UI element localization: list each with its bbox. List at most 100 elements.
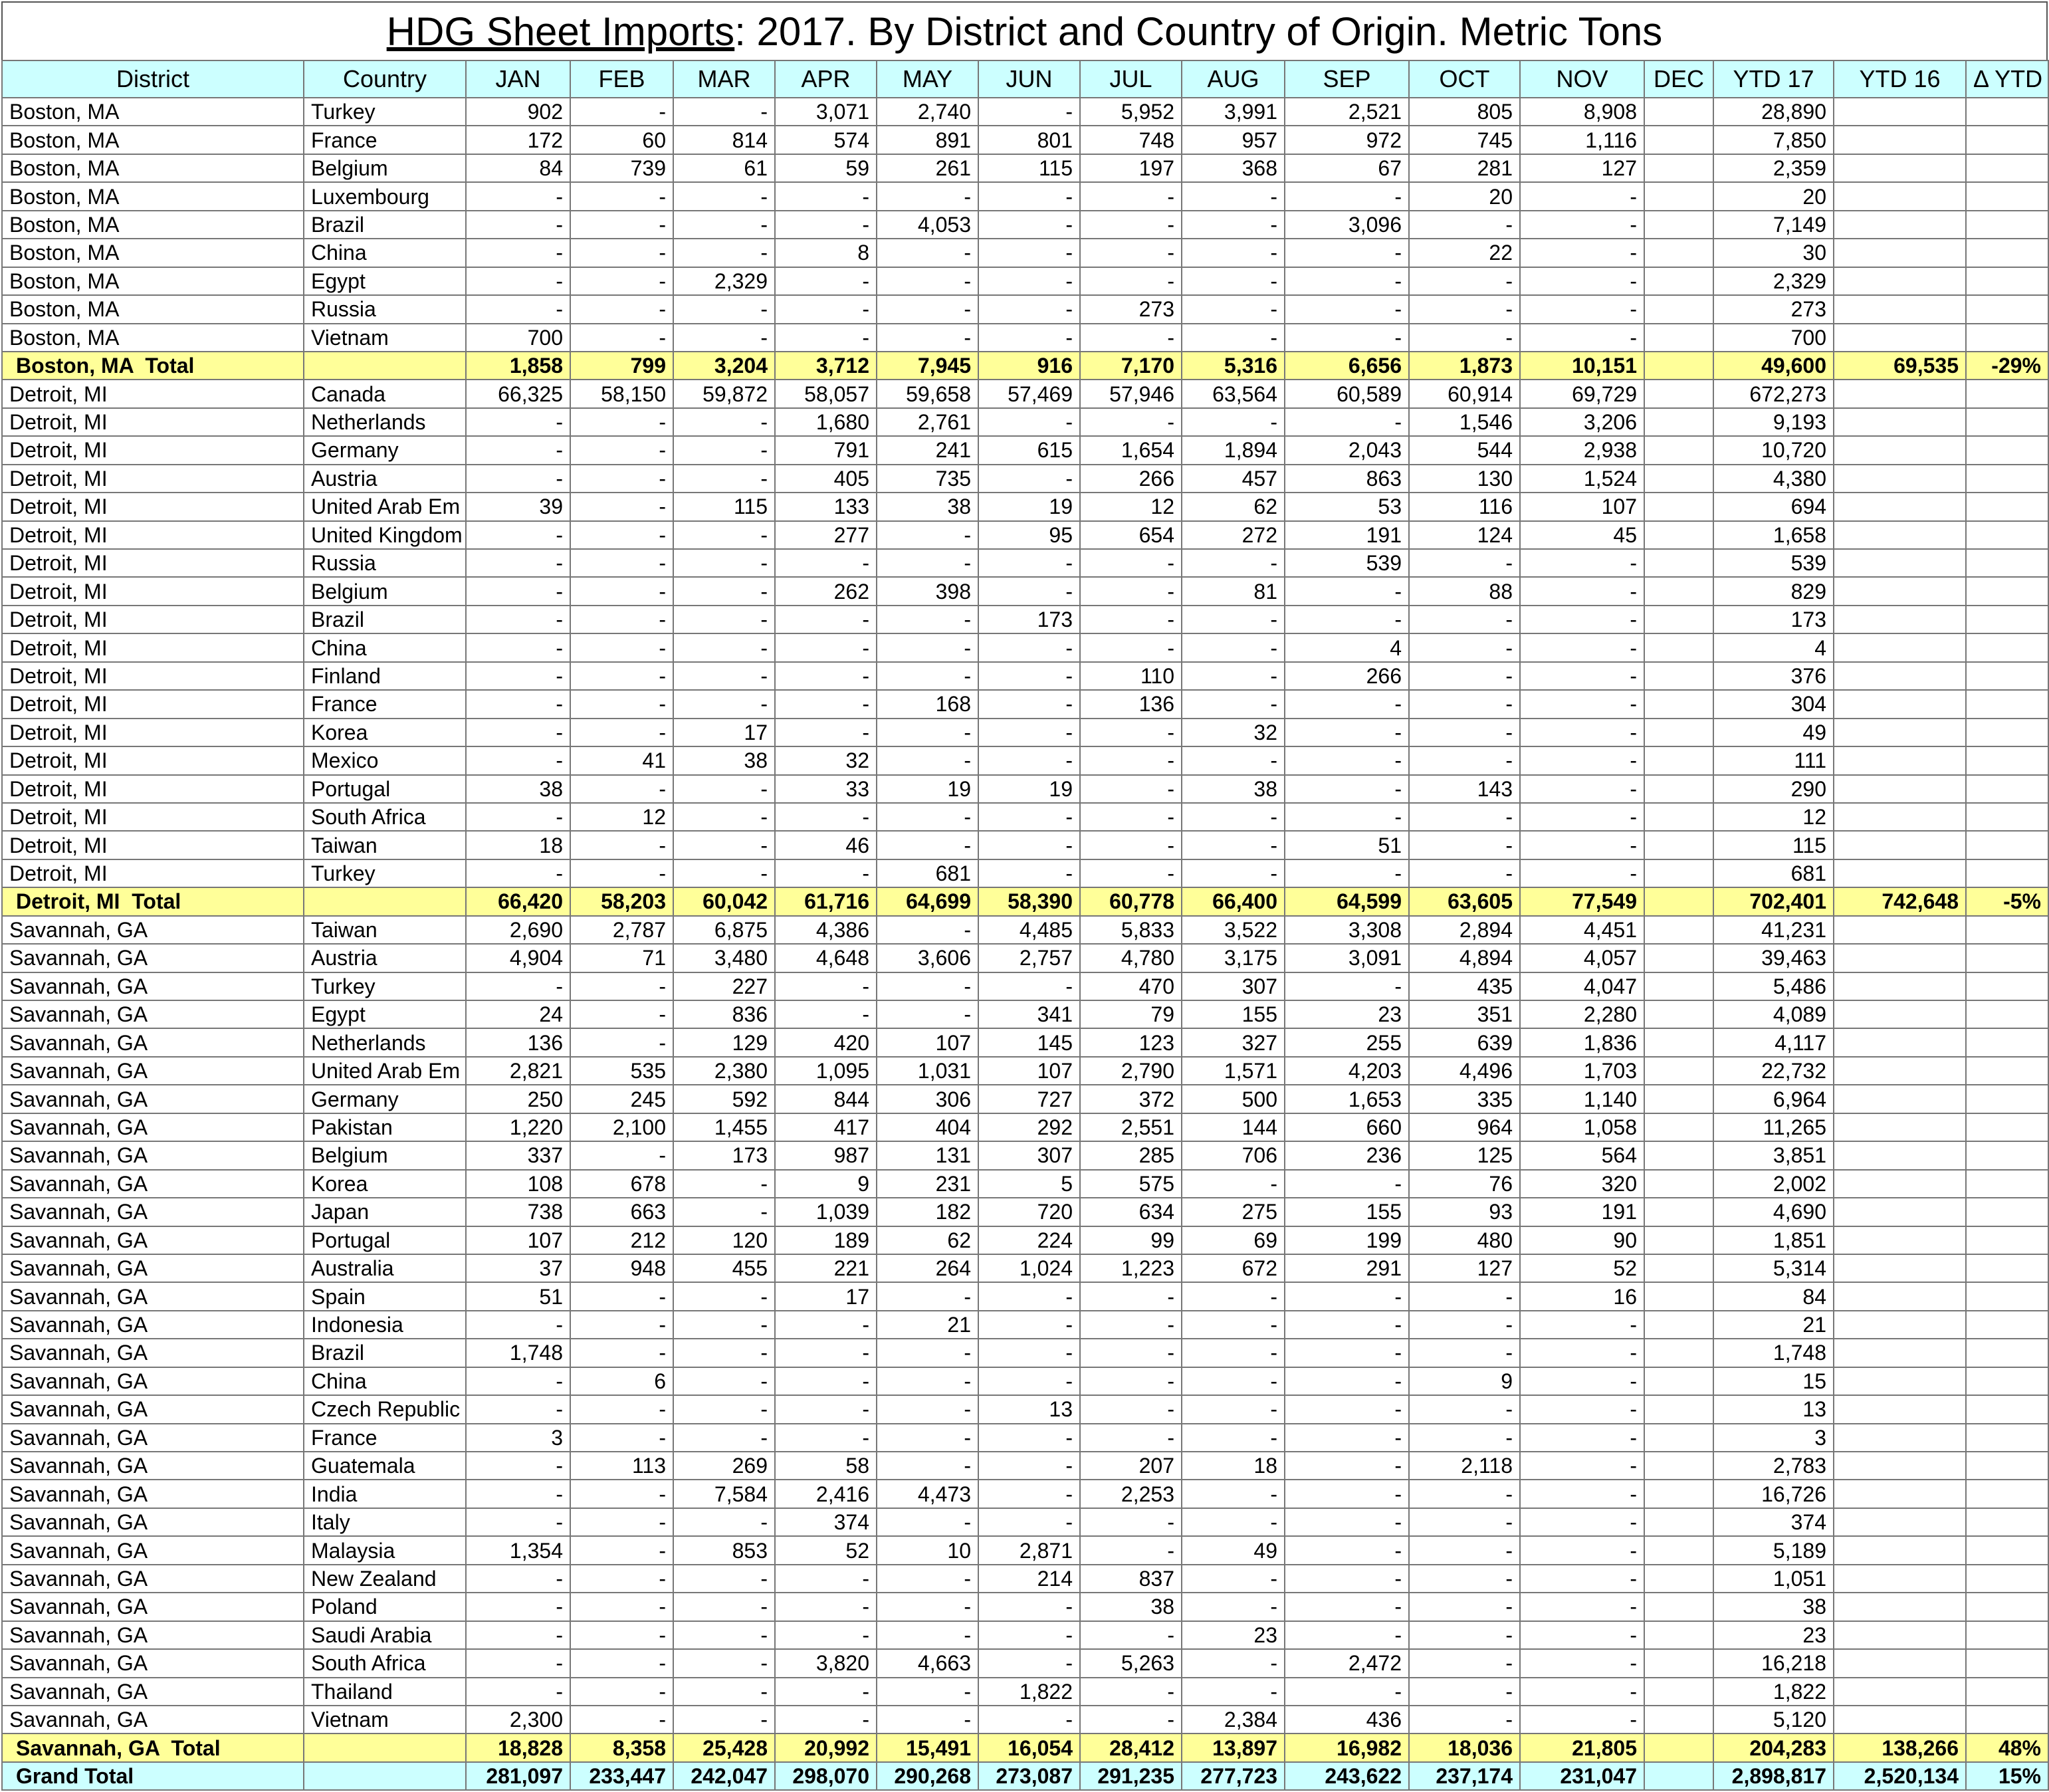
value-cell: 115 — [1713, 830, 1834, 860]
value-cell: 290,268 — [876, 1761, 979, 1791]
value-cell: - — [1284, 858, 1410, 889]
value-cell — [1644, 1733, 1714, 1763]
value-cell: - — [570, 548, 674, 578]
value-cell: 16,726 — [1713, 1479, 1834, 1509]
value-cell: 1,654 — [1079, 435, 1182, 465]
value-cell: 1,116 — [1519, 125, 1645, 155]
value-cell: - — [978, 802, 1081, 832]
value-cell — [1644, 1282, 1714, 1311]
value-cell: 341 — [978, 999, 1081, 1030]
value-cell: 7,945 — [876, 350, 979, 381]
value-cell — [1644, 96, 1714, 127]
value-cell: 2,520,134 — [1833, 1761, 1967, 1791]
value-cell: - — [570, 830, 674, 860]
value-cell: - — [465, 209, 571, 240]
value-cell: 4 — [1284, 633, 1410, 663]
value-cell: - — [465, 802, 571, 832]
value-cell — [1833, 1084, 1967, 1114]
value-cell: 38 — [465, 774, 571, 804]
value-cell: - — [774, 1620, 877, 1650]
value-cell: 5,833 — [1079, 915, 1182, 945]
value-cell: 836 — [673, 999, 776, 1030]
district-cell: Detroit, MI — [1, 661, 304, 691]
data-row: Savannah, GA China -6- - - - - - -9-15 — [1, 1366, 2049, 1397]
value-cell: 4 — [1713, 633, 1834, 663]
value-cell: - — [673, 1422, 776, 1453]
district-cell: Boston, MA — [1, 266, 304, 296]
value-cell: 20 — [1713, 181, 1834, 211]
value-cell: 5,120 — [1713, 1704, 1834, 1735]
data-row: Detroit, MI Belgium - - -262 398- -81-88-829 — [1, 576, 2049, 606]
value-cell: 1,220 — [465, 1112, 571, 1143]
data-row: Savannah, GA Italy - - -374- - - - - - -374 — [1, 1507, 2049, 1537]
value-cell: - — [1181, 1563, 1285, 1594]
country-cell: Brazil — [303, 1338, 467, 1368]
value-cell: 4,089 — [1713, 999, 1834, 1030]
value-cell: 60,778 — [1079, 887, 1182, 917]
value-cell: 189 — [774, 1225, 877, 1255]
value-cell: 25,428 — [673, 1733, 776, 1763]
value-cell: 791 — [774, 435, 877, 465]
value-cell: 2,521 — [1284, 96, 1410, 127]
value-cell — [1965, 1338, 2049, 1368]
value-cell: 45 — [1519, 520, 1645, 550]
value-cell — [1965, 971, 2049, 1002]
value-cell: 155 — [1284, 1197, 1410, 1227]
value-cell: 15 — [1713, 1366, 1834, 1397]
value-cell: 972 — [1284, 125, 1410, 155]
value-cell — [1965, 689, 2049, 719]
value-cell — [1965, 746, 2049, 776]
value-cell: - — [1079, 1507, 1182, 1537]
value-cell: 241 — [876, 435, 979, 465]
value-cell: - — [1519, 1422, 1645, 1453]
value-cell: 320 — [1519, 1169, 1645, 1199]
value-cell: 58,390 — [978, 887, 1081, 917]
value-cell: 124 — [1408, 520, 1521, 550]
value-cell — [1833, 1056, 1967, 1086]
value-cell: 111 — [1713, 746, 1834, 776]
value-cell — [1965, 1366, 2049, 1397]
data-row: Savannah, GA Egypt 24-836- -341 79 155 23 351 2,… — [1, 999, 2049, 1030]
value-cell: - — [570, 633, 674, 663]
value-cell: - — [978, 689, 1081, 719]
value-cell: 4,780 — [1079, 943, 1182, 973]
value-cell: - — [1181, 548, 1285, 578]
value-cell — [1644, 1450, 1714, 1481]
district-cell: Detroit, MI — [1, 604, 304, 635]
value-cell — [1965, 774, 2049, 804]
value-cell — [1833, 266, 1967, 296]
country-cell: Vietnam — [303, 1704, 467, 1735]
data-row: Savannah, GA Turkey - -227- - -470 307-435 4,04… — [1, 971, 2049, 1002]
value-cell: 23 — [1181, 1620, 1285, 1650]
district-cell: Boston, MA — [1, 322, 304, 352]
value-cell: 957 — [1181, 125, 1285, 155]
value-cell: 3,308 — [1284, 915, 1410, 945]
value-cell: - — [978, 548, 1081, 578]
value-cell: - — [570, 858, 674, 889]
country-cell: China — [303, 238, 467, 268]
value-cell: - — [876, 999, 979, 1030]
value-cell — [1965, 379, 2049, 409]
value-cell: 374 — [1713, 1507, 1834, 1537]
value-cell: 20,992 — [774, 1733, 877, 1763]
country-cell: Australia — [303, 1253, 467, 1284]
value-cell — [1644, 858, 1714, 889]
value-cell: 1,546 — [1408, 407, 1521, 437]
value-cell: 372 — [1079, 1084, 1182, 1114]
value-cell: -5% — [1965, 887, 2049, 917]
value-cell: 38 — [1181, 774, 1285, 804]
district-cell: Savannah, GA — [1, 1141, 304, 1171]
value-cell: 191 — [1519, 1197, 1645, 1227]
value-cell: 19 — [876, 774, 979, 804]
district-cell: Savannah, GA — [1, 1309, 304, 1340]
value-cell — [1965, 1028, 2049, 1058]
value-cell — [1965, 492, 2049, 522]
value-cell: 4,648 — [774, 943, 877, 973]
value-cell: 2,329 — [1713, 266, 1834, 296]
value-cell: 891 — [876, 125, 979, 155]
value-cell: - — [774, 1309, 877, 1340]
country-cell: Austria — [303, 463, 467, 494]
value-cell — [1833, 604, 1967, 635]
value-cell: - — [1408, 1282, 1521, 1311]
value-cell: - — [465, 1592, 571, 1622]
